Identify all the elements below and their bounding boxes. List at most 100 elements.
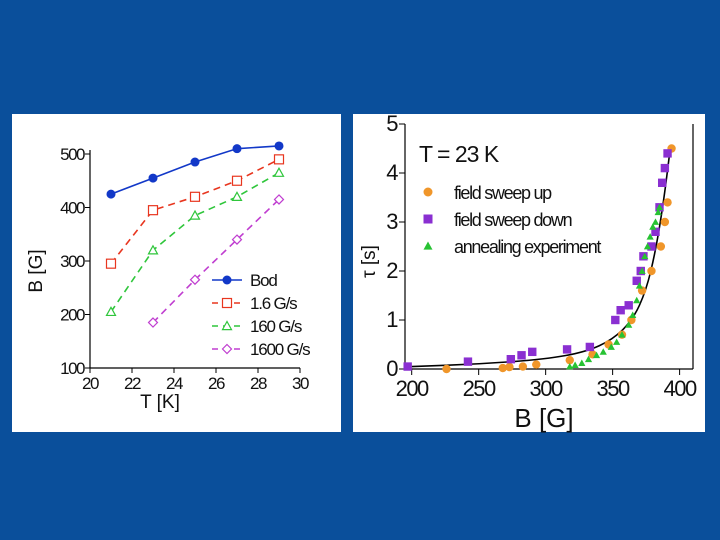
series-line [152, 198, 280, 324]
data-point [517, 351, 526, 360]
data-point [584, 355, 593, 363]
legend-label: field sweep down [454, 210, 572, 230]
left-chart-panel: 100 200 300 400 500 20 22 24 26 28 30 T [K] B [G] Bod… [12, 114, 341, 432]
legend-marker [221, 320, 233, 331]
x-tick-label: 350 [597, 376, 630, 401]
data-point [105, 258, 117, 269]
legend-label: 1.6 G/s [250, 294, 297, 313]
y-axis-label: τ [s] [359, 245, 380, 278]
data-point [105, 306, 117, 317]
data-point [463, 357, 473, 366]
x-axis-label: T [K] [140, 392, 180, 413]
data-point [641, 252, 649, 260]
legend-marker [423, 214, 433, 224]
legend-marker [222, 275, 232, 285]
data-point [231, 191, 243, 202]
data-point [189, 274, 201, 286]
y-tick-label: 3 [386, 209, 398, 234]
data-point [506, 355, 516, 364]
y-tick-label: 4 [386, 160, 398, 185]
data-point [498, 363, 507, 373]
data-point [106, 189, 116, 199]
data-point [273, 154, 285, 165]
data-point [231, 175, 243, 186]
data-point [656, 242, 666, 251]
legend-label: 160 G/s [250, 317, 302, 336]
legend-label: annealing experiment [454, 237, 601, 257]
data-point [518, 362, 528, 371]
data-point [660, 163, 670, 173]
data-point [571, 361, 579, 368]
data-point [599, 348, 607, 355]
data-point [232, 144, 242, 154]
left-chart-svg: 100 200 300 400 500 20 22 24 26 28 30 T [K] B [G] Bod… [26, 141, 311, 413]
temperature-annotation: T = 23 K [419, 141, 500, 167]
data-point [663, 198, 672, 207]
y-tick-label: 5 [386, 111, 398, 136]
y-tick-label: 0 [386, 356, 398, 381]
data-point [632, 276, 641, 285]
data-point [147, 244, 159, 255]
data-point [403, 362, 412, 371]
y-axis-label: B [G] [26, 249, 47, 292]
data-point [607, 343, 615, 350]
data-point [148, 173, 158, 183]
data-point [629, 311, 637, 318]
series-line [110, 172, 280, 313]
data-point [528, 347, 537, 357]
y-tick-label: 100 [60, 359, 85, 378]
data-point [616, 306, 625, 315]
data-point [578, 359, 586, 366]
x-tick-label: 30 [292, 374, 309, 393]
legend-label: field sweep up [454, 183, 552, 203]
data-point [190, 157, 200, 167]
data-point [442, 364, 451, 374]
data-point [646, 233, 654, 240]
legend-label: 1600 G/s [250, 340, 310, 359]
y-tick-label: 300 [60, 252, 85, 271]
x-axis-label: B [G] [514, 403, 573, 433]
data-point [660, 217, 670, 227]
x-tick-label: 26 [208, 374, 225, 393]
data-point [651, 227, 660, 236]
y-tick-label: 400 [60, 199, 85, 218]
legend-marker [221, 297, 233, 309]
x-tick-label: 300 [530, 376, 563, 401]
right-chart-svg: 0 1 2 3 4 5 200 250 300 350 400 B [G] τ [s] T = 23 K f… [359, 111, 698, 433]
x-tick-label: 22 [124, 374, 141, 393]
y-tick-label: 2 [386, 258, 398, 283]
data-point [147, 205, 159, 216]
fit-curve [411, 148, 672, 368]
data-point [231, 234, 243, 245]
data-point [655, 203, 664, 211]
x-tick-label: 24 [166, 374, 183, 393]
data-point [663, 149, 672, 158]
data-point [633, 296, 641, 304]
data-point [505, 362, 514, 372]
data-point [147, 317, 159, 328]
legend-marker [221, 343, 233, 355]
data-point [189, 191, 201, 202]
data-point [565, 355, 574, 365]
data-point [647, 266, 656, 276]
x-tick-label: 20 [82, 374, 99, 393]
data-point [273, 166, 285, 177]
y-tick-label: 1 [386, 307, 398, 332]
x-tick-label: 400 [663, 376, 696, 401]
data-point [562, 345, 572, 354]
data-point [585, 342, 595, 352]
data-point [274, 141, 284, 151]
data-point [649, 223, 657, 230]
data-point [657, 178, 667, 187]
data-point [625, 321, 633, 328]
legend-marker [423, 241, 433, 250]
data-point [643, 242, 652, 250]
data-point [635, 282, 644, 289]
data-point [532, 360, 541, 369]
data-point [592, 351, 601, 359]
y-tick-label: 500 [60, 145, 85, 164]
y-tick-label: 200 [60, 306, 85, 325]
x-tick-label: 28 [250, 374, 267, 393]
data-point [273, 194, 285, 205]
data-point [651, 218, 660, 225]
